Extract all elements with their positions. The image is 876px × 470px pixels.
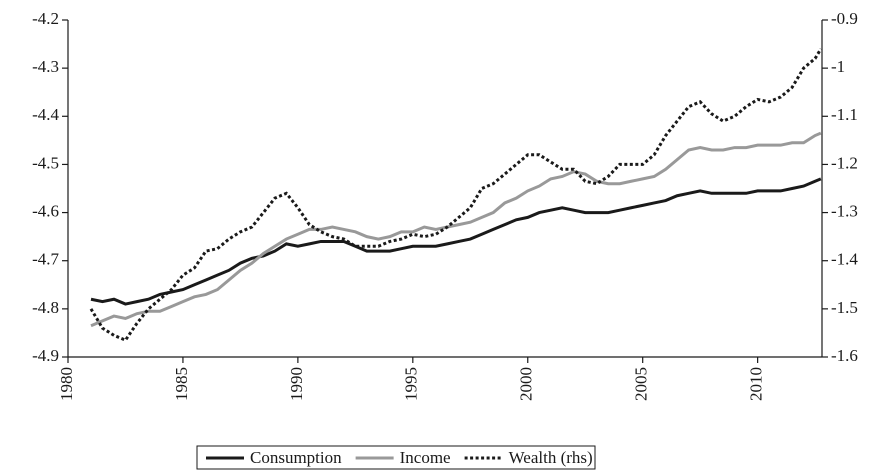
- y-tick-label: -4.9: [32, 346, 59, 365]
- legend-label: Consumption: [250, 448, 342, 467]
- x-tick-label: 1980: [57, 367, 76, 401]
- y2-tick-label: -1.5: [831, 298, 858, 317]
- y2-tick-label: -1: [831, 57, 845, 76]
- x-tick-label: 1995: [402, 367, 421, 401]
- x-tick-label: 1985: [172, 367, 191, 401]
- x-tick-label: 1990: [287, 367, 306, 401]
- y2-tick-label: -1.6: [831, 346, 858, 365]
- y2-tick-label: -0.9: [831, 9, 858, 28]
- y-tick-label: -4.6: [32, 201, 59, 220]
- y-tick-label: -4.8: [32, 298, 59, 317]
- series-line: [90, 177, 822, 306]
- y2-tick-label: -1.2: [831, 153, 858, 172]
- legend-label: Income: [400, 448, 451, 467]
- x-tick-label: 2010: [747, 367, 766, 401]
- y2-tick-label: -1.4: [831, 250, 858, 269]
- y2-tick-label: -1.1: [831, 105, 858, 124]
- x-tick-label: 2005: [632, 367, 651, 401]
- y2-tick-label: -1.3: [831, 201, 858, 220]
- legend-box: [196, 445, 596, 470]
- y-tick-label: -4.4: [32, 105, 59, 124]
- y-tick-label: -4.7: [32, 250, 59, 269]
- y-tick-label: -4.3: [32, 57, 59, 76]
- x-tick-label: 2000: [517, 367, 536, 401]
- y-tick-label: -4.5: [32, 153, 59, 172]
- series-line: [90, 131, 822, 328]
- series-line: [89, 48, 823, 343]
- y-tick-label: -4.2: [32, 9, 59, 28]
- legend-label: Wealth (rhs): [509, 448, 593, 467]
